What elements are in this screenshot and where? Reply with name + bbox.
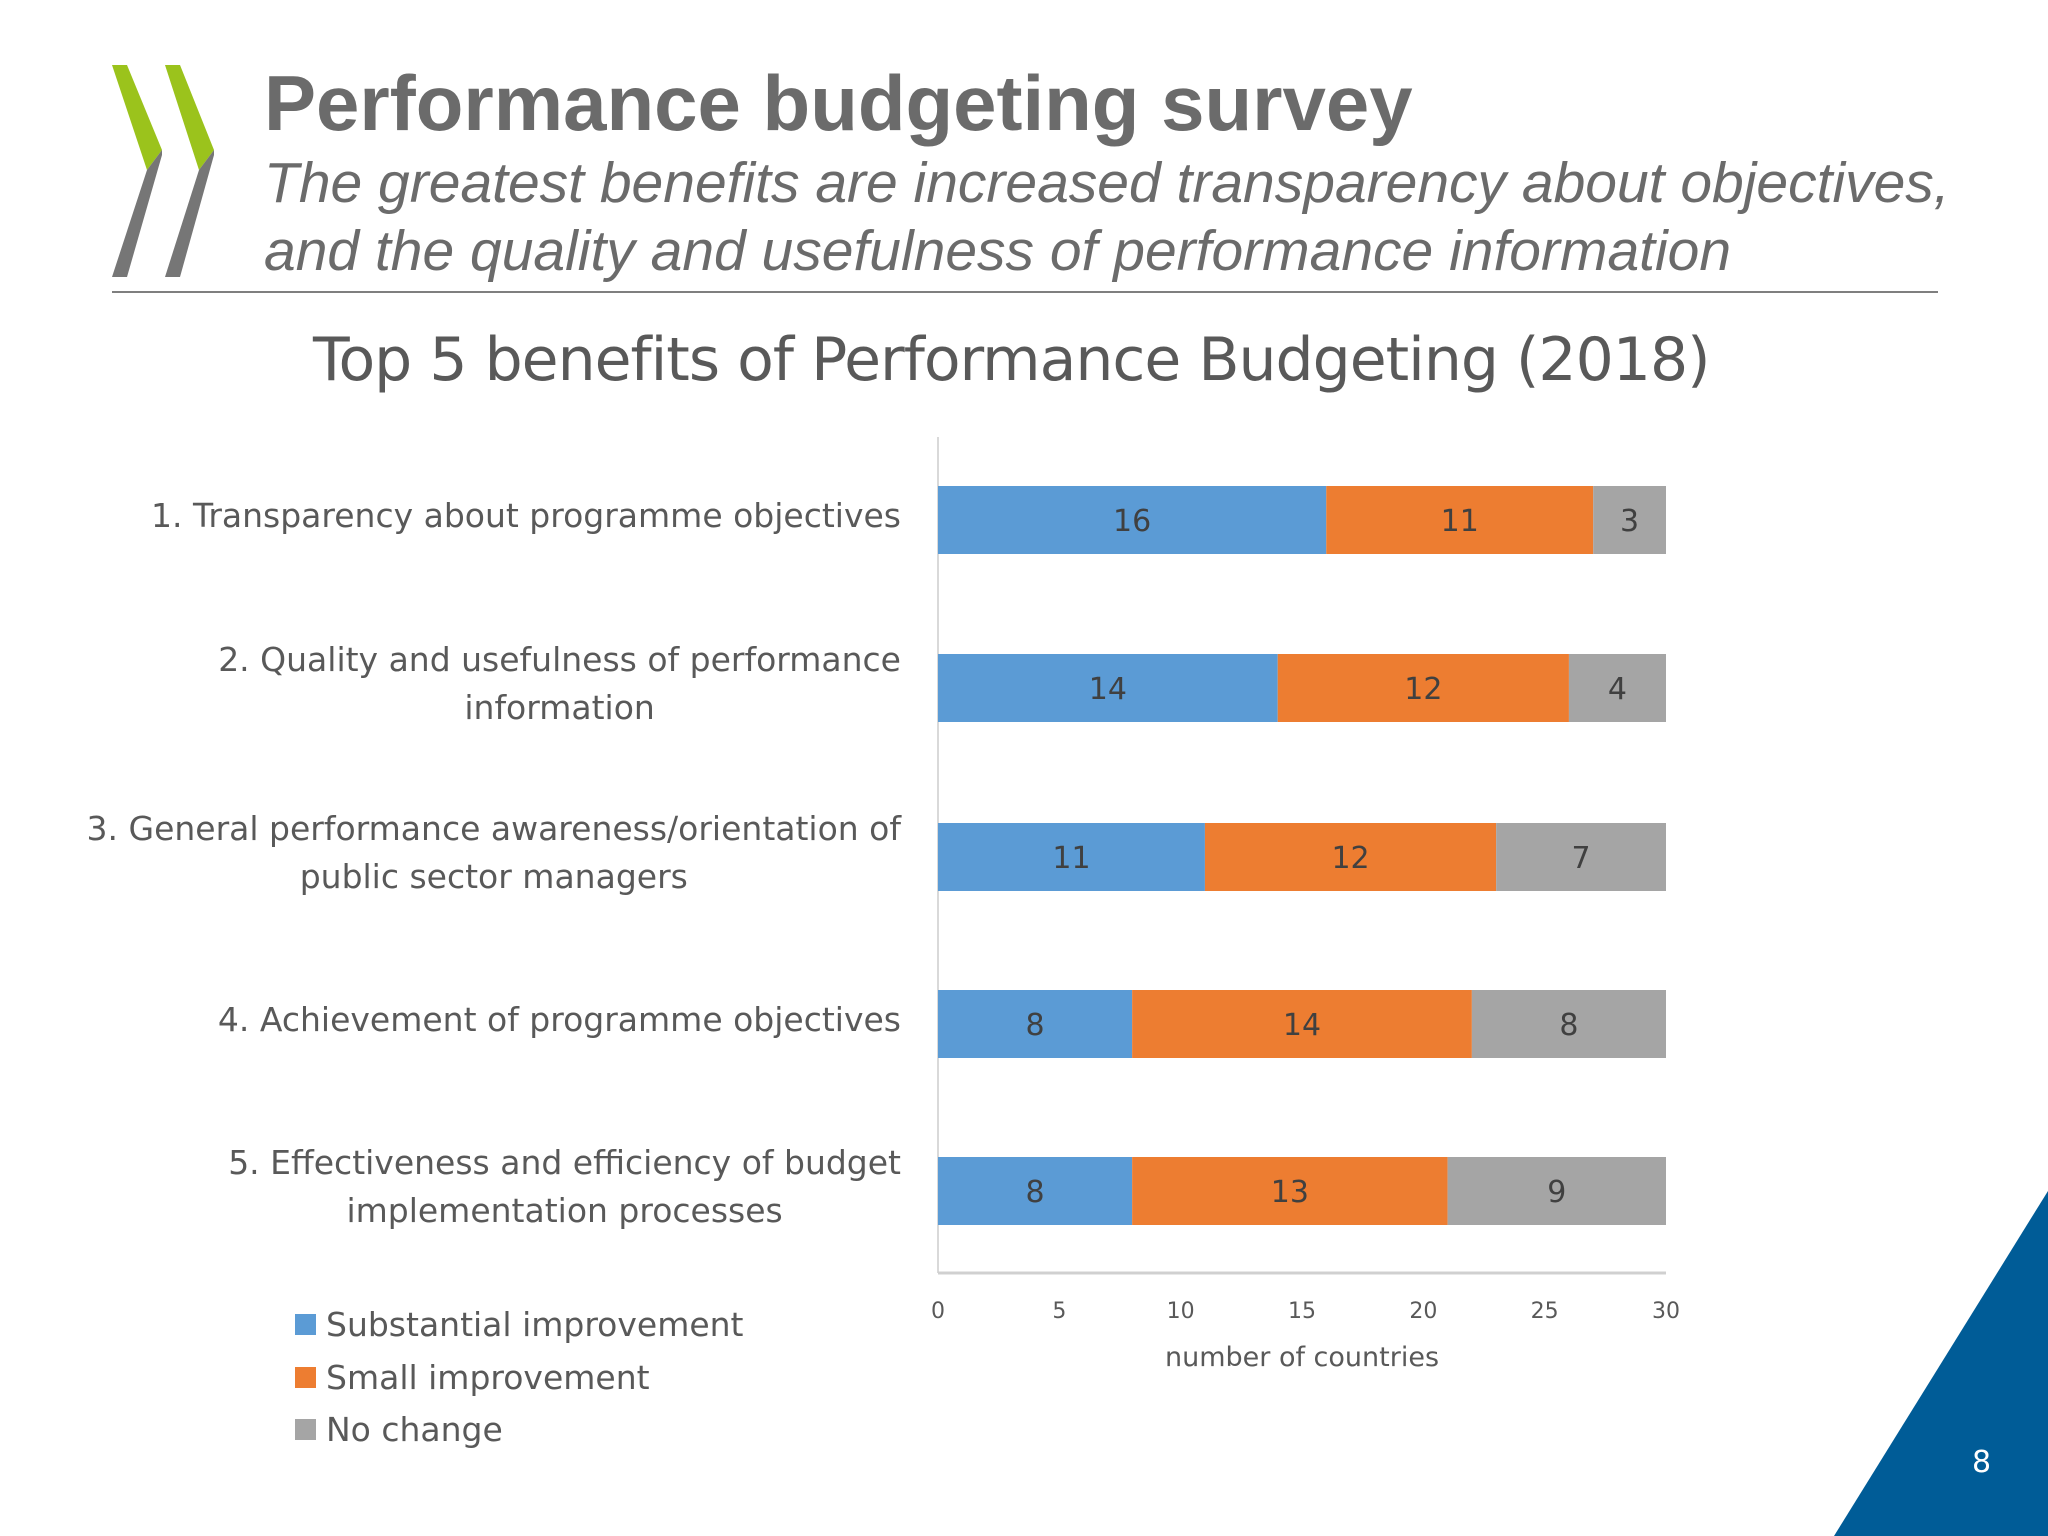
x-tick-label: 25	[1531, 1299, 1559, 1324]
bar-segment	[1277, 654, 1569, 722]
bar-segment	[1496, 823, 1666, 891]
bar-segment	[938, 990, 1133, 1058]
divider	[112, 291, 1938, 293]
legend-swatch	[295, 1314, 316, 1335]
bar-segment	[938, 1157, 1133, 1225]
category-label: 2. Quality and usefulness of performance…	[218, 636, 901, 732]
category-label-line: 4. Achievement of programme objectives	[217, 1000, 901, 1039]
legend-item-no-change: No change	[295, 1410, 503, 1449]
bar-segment	[938, 486, 1327, 554]
bar-segment	[938, 823, 1205, 891]
x-tick-label: 15	[1288, 1299, 1316, 1324]
x-tick-label: 20	[1409, 1299, 1437, 1324]
legend-item-small: Small improvement	[295, 1358, 650, 1397]
chart-title: Top 5 benefits of Performance Budgeting …	[313, 325, 1711, 395]
bar-segment	[1326, 486, 1594, 554]
x-tick-label: 10	[1167, 1299, 1195, 1324]
x-tick-label: 0	[931, 1299, 945, 1324]
data-label: 11	[1441, 504, 1479, 539]
data-label: 12	[1404, 672, 1442, 707]
data-label: 9	[1547, 1175, 1566, 1210]
bar-segment	[1132, 990, 1472, 1058]
x-tick-label: 5	[1052, 1299, 1066, 1324]
subtitle-line-2: and the quality and usefulness of perfor…	[264, 219, 1732, 283]
bar-segment	[1204, 823, 1497, 891]
data-label: 3	[1620, 504, 1639, 539]
bar-segment	[1471, 990, 1666, 1058]
legend-swatch	[295, 1367, 316, 1388]
data-label: 7	[1572, 841, 1591, 876]
data-label: 4	[1608, 672, 1627, 707]
data-label: 8	[1559, 1008, 1578, 1043]
category-label-line: implementation processes	[346, 1191, 783, 1230]
bar-segment	[1132, 1157, 1448, 1225]
data-label: 14	[1089, 672, 1127, 707]
data-label: 8	[1026, 1008, 1045, 1043]
page-number: 8	[1972, 1445, 1992, 1480]
legend-swatch	[295, 1419, 316, 1440]
data-label: 12	[1331, 841, 1369, 876]
bar-segment	[1447, 1157, 1666, 1225]
x-tick-label: 30	[1652, 1299, 1680, 1324]
bar-segment	[1593, 486, 1666, 554]
category-label: 3. General performance awareness/orienta…	[87, 805, 901, 901]
bar-segment	[1568, 654, 1666, 722]
data-label: 11	[1052, 841, 1090, 876]
category-label: 5. Effectiveness and efficiency of budge…	[228, 1139, 901, 1235]
category-label: 4. Achievement of programme objectives	[1, 996, 901, 1044]
bar-segment	[938, 654, 1278, 722]
category-label-line: 1. Transparency about programme objectiv…	[151, 496, 901, 535]
category-label-line: 2. Quality and usefulness of performance	[218, 640, 901, 679]
category-label-line: information	[464, 688, 655, 727]
data-label: 16	[1113, 504, 1151, 539]
oecd-logo	[112, 65, 214, 277]
category-label-line: 5. Effectiveness and efficiency of budge…	[228, 1143, 901, 1182]
data-label: 13	[1271, 1175, 1309, 1210]
page-title: Performance budgeting survey	[264, 59, 1413, 147]
data-label: 14	[1283, 1008, 1321, 1043]
category-label-line: 3. General performance awareness/orienta…	[86, 809, 901, 848]
x-axis-label: number of countries	[1165, 1342, 1439, 1373]
category-label: 1. Transparency about programme objectiv…	[1, 492, 901, 540]
legend-item-substantial: Substantial improvement	[295, 1305, 744, 1344]
data-label: 8	[1026, 1175, 1045, 1210]
category-label-line: public sector managers	[299, 857, 688, 896]
subtitle-line-1: The greatest benefits are increased tran…	[264, 151, 1950, 215]
